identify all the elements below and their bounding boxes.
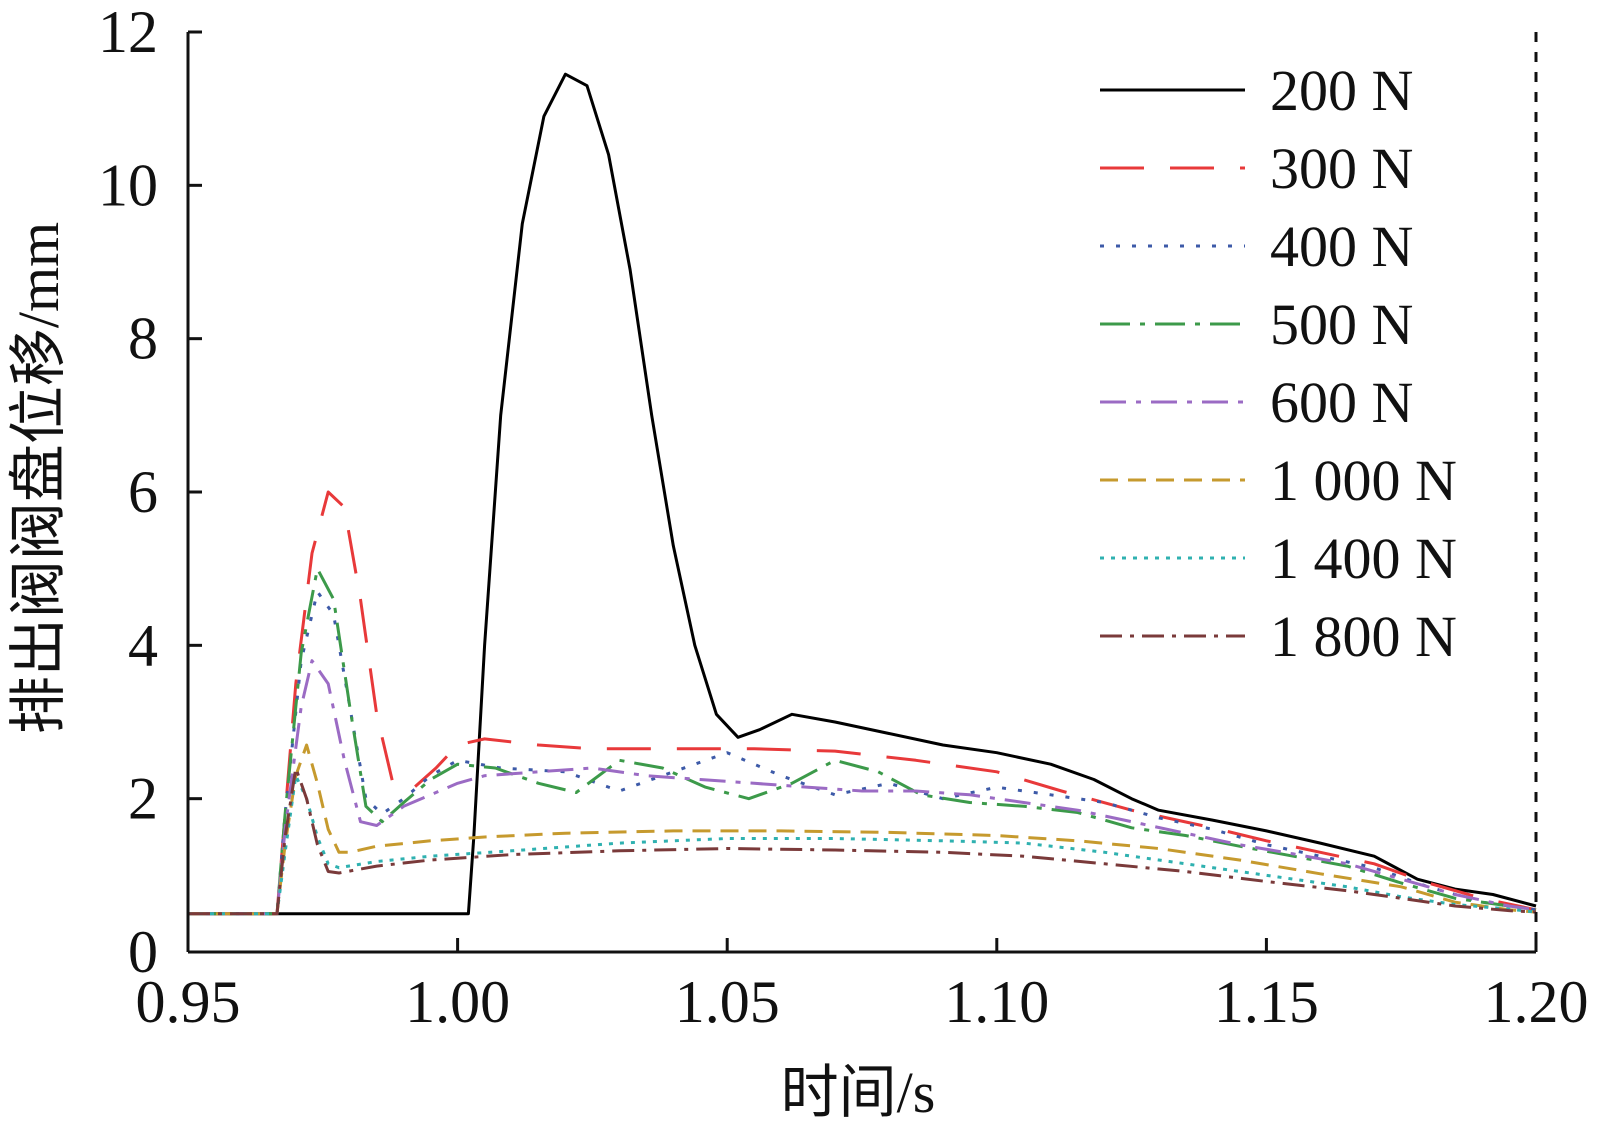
y-tick-label: 4: [128, 612, 158, 678]
x-tick-label: 1.10: [944, 969, 1049, 1035]
legend: 200 N 300 N 400 N 500 N 600 N 1 000 N 1 400 N 1…: [1100, 58, 1457, 669]
legend-label: 500 N: [1270, 292, 1413, 357]
series-line: [188, 590, 1537, 916]
legend-label: 300 N: [1270, 136, 1413, 201]
axes: 0.95 1.00 1.05 1.10 1.15 1.20 0 2 4 6 8 10 12: [98, 0, 1589, 1035]
series-line: [188, 567, 1537, 916]
y-tick-label: 6: [128, 459, 158, 525]
series-line: [188, 72, 1537, 916]
legend-label: 1 800 N: [1270, 604, 1457, 669]
legend-label: 600 N: [1270, 370, 1413, 435]
legend-label: 1 400 N: [1270, 526, 1457, 591]
x-tick-label: 1.15: [1214, 969, 1319, 1035]
x-axis-title: 时间/s: [781, 1060, 936, 1125]
y-axis-title: 排出阀阀盘位移/mm: [6, 222, 71, 734]
series-line: [188, 659, 1537, 916]
legend-label: 400 N: [1270, 214, 1413, 279]
legend-label: 1 000 N: [1270, 448, 1457, 513]
x-tick-label: 1.20: [1484, 969, 1589, 1035]
x-tick-label: 1.00: [405, 969, 510, 1035]
y-tick-label: 0: [128, 919, 158, 985]
series-line: [188, 774, 1537, 916]
y-tick-label: 2: [128, 766, 158, 832]
x-tick-label: 1.05: [675, 969, 780, 1035]
y-tick-label: 8: [128, 306, 158, 372]
series-line: [188, 743, 1537, 916]
y-tick-label: 12: [98, 0, 158, 65]
x-tick-label: 0.95: [136, 969, 241, 1035]
legend-label: 200 N: [1270, 58, 1413, 123]
series-line: [188, 766, 1537, 916]
series-group: [188, 72, 1537, 916]
y-tick-label: 10: [98, 152, 158, 218]
series-line: [188, 490, 1537, 916]
